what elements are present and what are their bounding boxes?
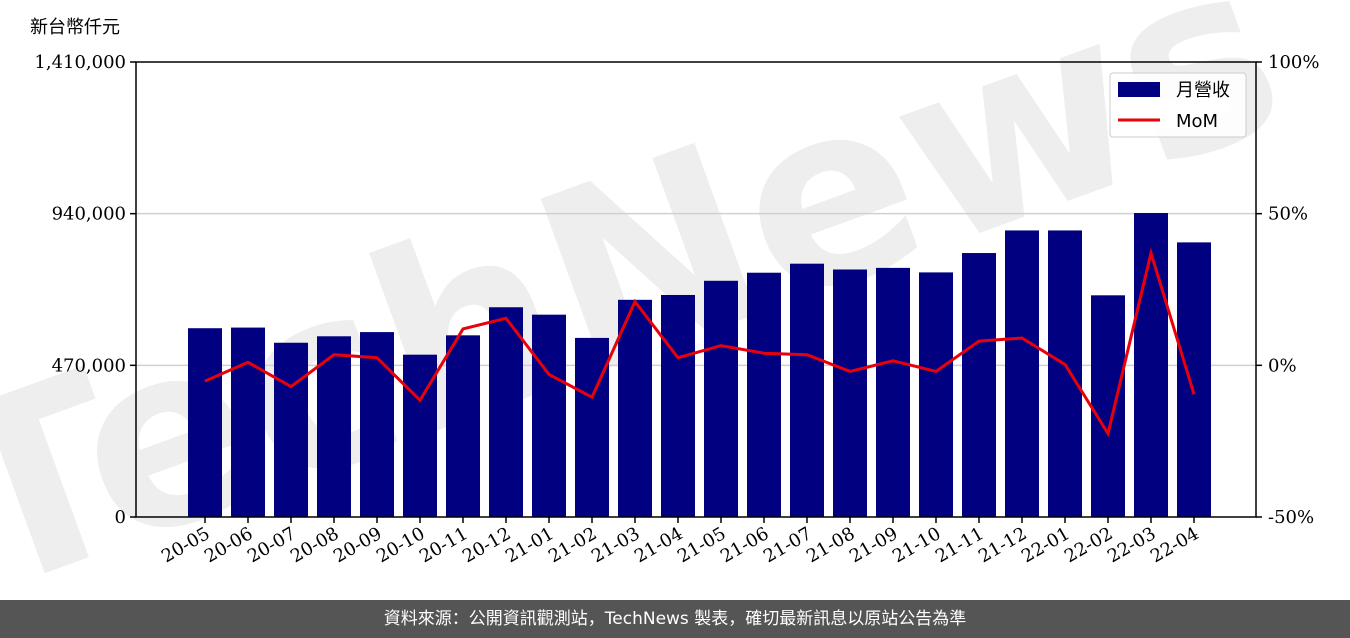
x-tick-label: 21-02 [545, 523, 600, 567]
y-right-tick-label: 0% [1268, 355, 1297, 376]
bar [188, 328, 222, 517]
bar [360, 332, 394, 517]
bar [833, 269, 867, 517]
bar [1177, 242, 1211, 517]
y-left-tick-label: 940,000 [52, 204, 126, 225]
x-tick-label: 21-06 [717, 523, 772, 567]
legend-label-revenue: 月營收 [1176, 80, 1230, 101]
x-tick-label: 20-09 [330, 523, 385, 567]
y-right-tick-label: 50% [1268, 204, 1308, 225]
y-axis-unit-label: 新台幣仟元 [30, 17, 120, 38]
legend: 月營收 MoM [1109, 72, 1247, 138]
bar [489, 307, 523, 517]
bar [1048, 230, 1082, 517]
bar [919, 272, 953, 517]
bar [1134, 213, 1168, 517]
chart: TechNews 0470,000940,0001,410,000-50%0%5… [0, 0, 1319, 600]
bar [704, 280, 738, 517]
x-tick-label: 20-12 [459, 523, 514, 567]
y-right-tick-label: -50% [1268, 507, 1314, 528]
x-tick-label: 21-09 [846, 523, 901, 567]
y-left-tick-label: 470,000 [52, 355, 126, 376]
x-tick-label: 21-03 [588, 523, 643, 567]
bar [661, 294, 695, 517]
x-tick-label: 20-11 [416, 523, 471, 567]
bar [274, 342, 308, 517]
plot-frame [135, 61, 1257, 518]
x-tick-label: 21-05 [674, 523, 729, 567]
legend-label-mom: MoM [1176, 111, 1218, 132]
x-tick-label: 21-01 [502, 523, 557, 567]
x-tick-label: 21-10 [889, 523, 944, 567]
y-left-tick-label: 1,410,000 [34, 52, 126, 73]
bar [532, 314, 566, 517]
y-left-tick-label: 0 [115, 507, 126, 528]
bar [317, 336, 351, 517]
x-tick-label: 21-11 [932, 523, 987, 567]
footer-source-note: 資料來源：公開資訊觀測站，TechNews 製表，確切最新訊息以原站公告為準 [0, 600, 1350, 638]
bar [747, 272, 781, 517]
bar [575, 337, 609, 517]
x-tick-label: 21-08 [803, 523, 858, 567]
bar [876, 267, 910, 517]
x-tick-label: 21-04 [631, 523, 686, 567]
x-tick-label: 20-10 [373, 523, 428, 567]
legend-swatch-bar [1118, 82, 1160, 97]
x-tick-label: 21-12 [975, 523, 1030, 567]
x-tick-label: 22-03 [1104, 523, 1159, 567]
x-tick-label: 22-04 [1147, 523, 1202, 567]
mom-line-series [204, 247, 1196, 438]
bar [790, 263, 824, 517]
bar [231, 327, 265, 517]
bar [1005, 230, 1039, 517]
x-tick-label: 22-01 [1018, 523, 1073, 567]
bar [1091, 295, 1125, 517]
mom-line [204, 247, 1196, 438]
bar-series [188, 213, 1211, 517]
x-tick-label: 21-07 [760, 523, 815, 567]
x-tick-label: 22-02 [1061, 523, 1116, 567]
bar [618, 299, 652, 517]
bar [962, 253, 996, 517]
bar [446, 335, 480, 517]
y-right-tick-label: 100% [1268, 52, 1319, 73]
